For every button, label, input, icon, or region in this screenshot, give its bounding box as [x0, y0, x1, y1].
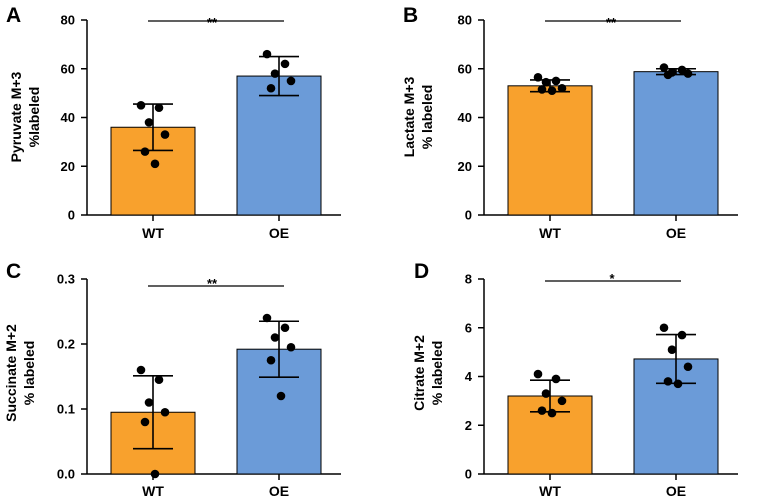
panel-letter: A	[6, 4, 21, 27]
plot-area: 0 20 40 60 80	[61, 13, 341, 223]
y-tick-label: 0.3	[57, 272, 75, 287]
data-point	[276, 391, 286, 401]
y-tick-label: 60	[61, 61, 75, 76]
y-tick-label: 20	[61, 159, 75, 174]
data-point	[150, 469, 160, 479]
significance-label: **	[606, 15, 617, 30]
bar-oe	[633, 71, 719, 216]
y-tick-label: 2	[465, 418, 472, 433]
data-point	[663, 377, 673, 386]
plot-area: 0 2 4 6 8	[465, 272, 738, 482]
data-point	[659, 323, 669, 333]
y-axis-label-line2: %labeled	[26, 87, 42, 148]
data-point	[541, 389, 551, 398]
x-category-label: WT	[539, 225, 561, 241]
x-category-label: OE	[666, 483, 686, 498]
y-tick-label: 60	[458, 61, 472, 76]
data-point	[533, 72, 543, 82]
data-point	[663, 70, 673, 80]
significance-label: **	[207, 276, 218, 291]
y-tick-label: 8	[465, 272, 472, 287]
panel-d: D Citrate M+2 % labeled 0 2 4 6 8 WT OE *	[411, 260, 738, 498]
bar-wt	[507, 85, 593, 216]
data-point	[262, 49, 272, 59]
y-axis-label-line1: Lactate M+3	[401, 77, 417, 158]
y-tick-label: 0	[465, 467, 472, 482]
y-tick-label: 0.2	[57, 337, 75, 352]
data-point	[551, 76, 561, 86]
y-axis-label-line1: Succinate M+2	[3, 324, 19, 422]
data-point	[557, 83, 567, 93]
y-tick-label: 80	[458, 13, 472, 28]
data-point	[557, 396, 567, 406]
y-tick-label: 80	[61, 13, 75, 28]
data-point	[537, 85, 547, 94]
plot-area: 0.0 0.1 0.2 0.3	[57, 272, 341, 482]
x-category-label: WT	[142, 225, 164, 241]
data-point	[266, 355, 276, 365]
y-tick-label: 0	[68, 208, 75, 223]
data-point	[683, 69, 693, 78]
x-category-label: OE	[269, 483, 289, 498]
data-point	[667, 345, 677, 354]
x-category-label: WT	[539, 483, 561, 498]
data-point	[150, 159, 160, 169]
data-point	[154, 103, 164, 113]
y-tick-label: 4	[465, 369, 473, 384]
data-point	[677, 330, 687, 340]
data-point	[136, 365, 146, 375]
x-category-label: WT	[142, 483, 164, 498]
data-point	[144, 118, 154, 127]
x-category-label: OE	[269, 225, 289, 241]
data-point	[280, 59, 290, 69]
data-point	[533, 369, 543, 379]
bar-oe	[236, 75, 322, 216]
data-point	[547, 408, 557, 418]
data-point	[537, 406, 547, 415]
data-point	[270, 69, 280, 78]
data-point	[144, 398, 154, 407]
y-axis-label-line2: % labeled	[21, 341, 37, 406]
data-point	[280, 323, 290, 333]
data-point	[547, 86, 557, 95]
data-point	[160, 407, 170, 417]
significance-label: **	[207, 15, 218, 30]
y-tick-label: 6	[465, 320, 472, 335]
y-axis-label-line1: Citrate M+2	[411, 335, 427, 411]
y-tick-label: 40	[458, 110, 472, 125]
data-point	[286, 342, 296, 352]
data-point	[140, 417, 150, 427]
data-point	[551, 374, 561, 384]
panel-letter: D	[414, 260, 429, 283]
panel-c: C Succinate M+2 % labeled 0.0 0.1 0.2 0.3 W…	[3, 260, 341, 498]
y-tick-label: 20	[458, 159, 472, 174]
y-axis-label-line1: Pyruvate M+3	[8, 71, 24, 162]
data-point	[266, 83, 276, 93]
panel-letter: B	[403, 4, 418, 27]
data-point	[270, 333, 280, 342]
significance-label: *	[609, 271, 615, 286]
data-point	[286, 76, 296, 86]
data-point	[659, 63, 669, 72]
panel-letter: C	[6, 260, 21, 283]
y-axis-label-line2: % labeled	[429, 341, 445, 406]
x-category-label: OE	[666, 225, 686, 241]
y-tick-label: 0.1	[57, 402, 75, 417]
data-point	[673, 379, 683, 389]
data-point	[541, 77, 551, 87]
y-tick-label: 40	[61, 110, 75, 125]
y-axis-label-line2: % labeled	[419, 85, 435, 150]
plot-area: 0 20 40 60 80	[458, 13, 738, 223]
data-point	[140, 147, 150, 156]
y-tick-label: 0.0	[57, 467, 75, 482]
data-point	[683, 362, 693, 372]
y-tick-label: 0	[465, 208, 472, 223]
data-point	[160, 130, 170, 139]
data-point	[154, 375, 164, 385]
data-point	[262, 313, 272, 323]
data-point	[136, 101, 146, 110]
